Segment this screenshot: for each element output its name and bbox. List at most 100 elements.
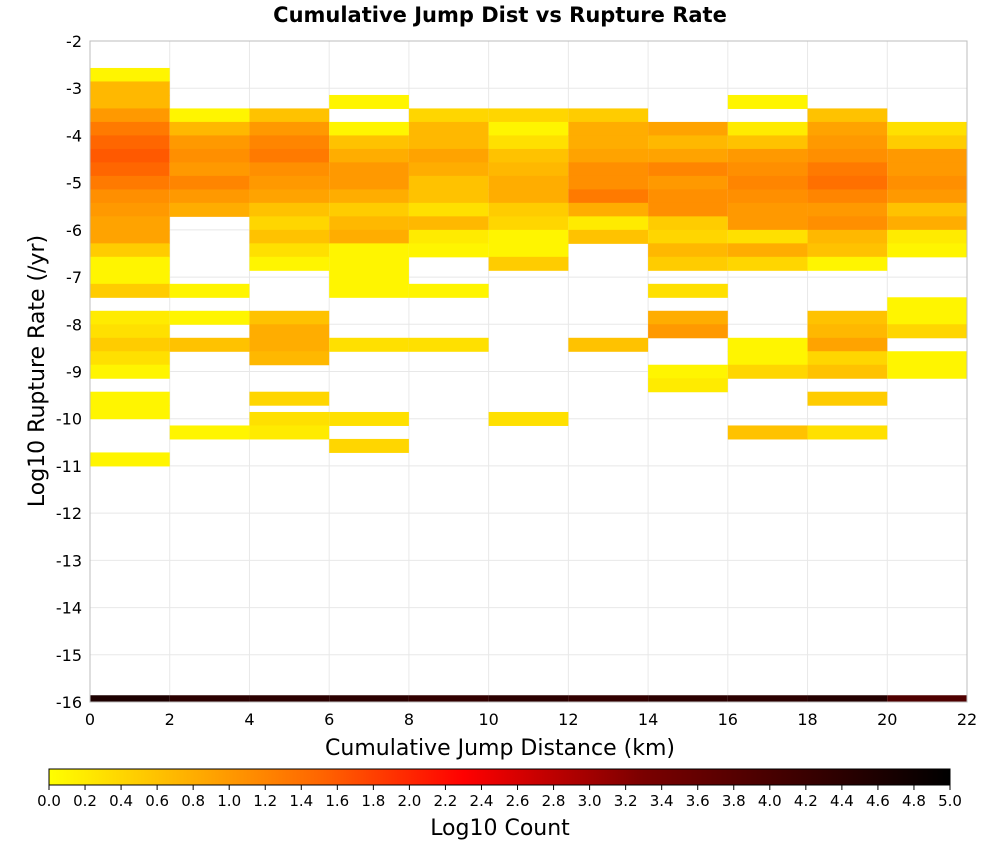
heatmap-cell (90, 135, 170, 150)
heatmap-cell (887, 202, 967, 217)
heatmap-cell (249, 121, 330, 136)
heatmap-cell (249, 337, 330, 352)
heatmap-cell (90, 189, 170, 204)
heatmap-cell (408, 337, 489, 352)
colorbar-tick-label: 2.8 (542, 792, 566, 810)
heatmap-cell (249, 391, 330, 406)
y-tick-label: -2 (66, 32, 82, 51)
heatmap-cell (90, 67, 170, 82)
heatmap-cell (648, 162, 728, 177)
heatmap-cell (90, 283, 170, 298)
colorbar-tick-label: 4.0 (758, 792, 782, 810)
x-axis-label: Cumulative Jump Distance (km) (325, 736, 675, 761)
heatmap-cell (408, 135, 489, 150)
heatmap-cell (90, 202, 170, 217)
colorbar-tick-label: 1.2 (253, 792, 277, 810)
x-tick-label: 12 (558, 710, 578, 729)
heatmap-cell (807, 391, 888, 406)
colorbar-tick-label: 1.6 (325, 792, 349, 810)
colorbar-tick-label: 0.4 (109, 792, 133, 810)
heatmap-cell (169, 108, 250, 123)
heatmap-cell (648, 121, 728, 136)
y-tick-label: -6 (66, 221, 82, 240)
heatmap-cell (807, 162, 888, 177)
y-tick-label: -10 (56, 410, 82, 429)
heatmap-cell (169, 135, 250, 150)
heatmap-cell (249, 108, 330, 123)
heatmap-cell (329, 189, 409, 204)
heatmap-cell (249, 148, 330, 163)
colorbar-tick-label: 1.4 (289, 792, 313, 810)
colorbar-tick-label: 0.6 (145, 792, 169, 810)
colorbar-tick-label: 1.8 (361, 792, 385, 810)
heatmap-cell (408, 121, 489, 136)
heatmap-cell (249, 411, 330, 426)
heatmap-cell (408, 283, 489, 298)
heatmap-cell (727, 216, 808, 231)
colorbar-tick-label: 4.4 (830, 792, 854, 810)
heatmap-cell (648, 229, 728, 244)
heatmap-cell-floor (329, 695, 409, 702)
colorbar-tick-label: 2.6 (506, 792, 530, 810)
heatmap-cell-floor (249, 695, 330, 702)
colorbar-tick-label: 3.6 (686, 792, 710, 810)
heatmap-cell (408, 229, 489, 244)
heatmap-cell (90, 351, 170, 366)
heatmap-cell (887, 310, 967, 325)
heatmap-cell (727, 175, 808, 190)
heatmap-cell (249, 351, 330, 366)
plot-frame (89, 40, 968, 703)
heatmap-cell (807, 310, 888, 325)
heatmap-cell-floor (568, 695, 649, 702)
heatmap-cell (90, 216, 170, 231)
heatmap-cell-floor (169, 695, 250, 702)
heatmap-cell (648, 243, 728, 258)
heatmap-cell (488, 243, 569, 258)
x-tick-label: 22 (957, 710, 977, 729)
heatmap-cell (807, 175, 888, 190)
heatmap-cell (329, 202, 409, 217)
heatmap-cell (807, 425, 888, 440)
x-axis-ticks: 0 2 4 6 8 10 12 14 16 18 20 22 (85, 710, 977, 729)
y-tick-label: -11 (56, 457, 82, 476)
y-tick-label: -5 (66, 174, 82, 193)
x-tick-label: 4 (244, 710, 254, 729)
heatmap-cell (249, 256, 330, 271)
heatmap-cell (568, 175, 649, 190)
heatmap-cell (727, 189, 808, 204)
heatmap-cell (648, 189, 728, 204)
heatmap-cell (648, 310, 728, 325)
heatmap-cell (807, 324, 888, 339)
heatmap-cell (169, 162, 250, 177)
heatmap-cell (887, 148, 967, 163)
heatmap-cell (568, 216, 649, 231)
heatmap-cell (887, 351, 967, 366)
heatmap-cell (408, 216, 489, 231)
heatmap-cell (249, 216, 330, 231)
y-axis-label: Log10 Rupture Rate (/yr) (25, 235, 50, 507)
heatmap-cell (90, 243, 170, 258)
heatmap-cell (887, 364, 967, 379)
colorbar-tick-label: 3.2 (614, 792, 638, 810)
heatmap-cell (727, 337, 808, 352)
heatmap-cell (408, 148, 489, 163)
heatmap-cell-floor (807, 695, 888, 702)
heatmap-cell (169, 283, 250, 298)
heatmap-cell (807, 189, 888, 204)
heatmap-cell-floor (90, 695, 170, 702)
heatmap-cell (169, 337, 250, 352)
heatmap-cell (329, 216, 409, 231)
heatmap-cell-floor (887, 695, 967, 702)
colorbar (48, 768, 951, 786)
heatmap-cell (408, 162, 489, 177)
heatmap-cell (408, 243, 489, 258)
heatmap-cell (807, 256, 888, 271)
heatmap-cell (329, 243, 409, 258)
heatmap-cell (727, 229, 808, 244)
colorbar-ticks: 0.0 0.2 0.4 0.6 0.8 1.0 1.2 1.4 1.6 1.8 2.0 2.2 2.4 2… (37, 785, 962, 810)
heatmap-cell (488, 202, 569, 217)
y-tick-label: -13 (56, 551, 82, 570)
heatmap-cell (90, 162, 170, 177)
y-tick-label: -7 (66, 268, 82, 287)
heatmap-cell-floor (648, 695, 728, 702)
